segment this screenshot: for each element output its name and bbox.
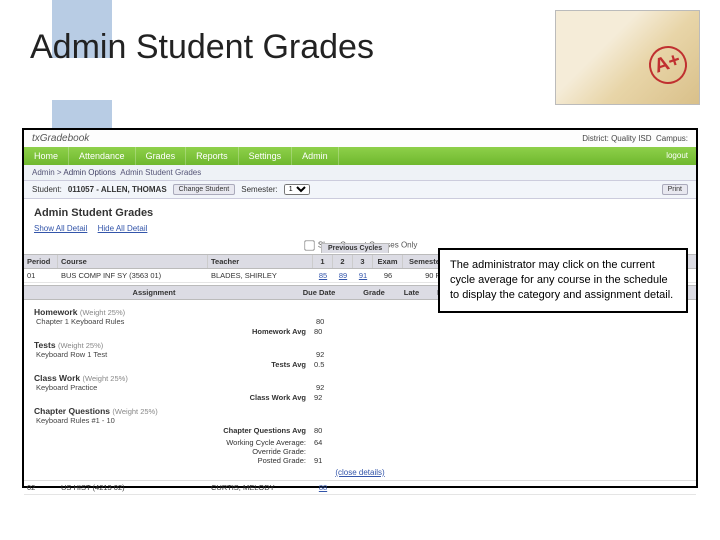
cycle-2-link[interactable]: 89 [333, 269, 353, 282]
cycle-3-link[interactable]: 91 [353, 269, 373, 282]
slide-title: Admin Student Grades [30, 28, 374, 67]
crumb-admin-options[interactable]: Admin Options [63, 168, 115, 177]
tab-grades[interactable]: Grades [136, 147, 187, 165]
prev-cycles-label: Previous Cycles [321, 243, 389, 253]
logout-link[interactable]: logout [658, 147, 696, 165]
change-student-button[interactable]: Change Student [173, 184, 236, 195]
student-bar: Student: 011057 - ALLEN, THOMAS Change S… [24, 181, 696, 199]
semester-select[interactable]: 1 [284, 184, 310, 195]
tab-reports[interactable]: Reports [186, 147, 239, 165]
close-details-link[interactable]: (close details) [335, 468, 384, 477]
callout-box: The administrator may click on the curre… [438, 248, 688, 313]
decor-block-under [52, 100, 112, 130]
semester-label: Semester: [241, 185, 277, 194]
district-label: District: Quality ISD Campus: [582, 134, 688, 143]
decor-photo [555, 10, 700, 105]
row2-cycle-1-link[interactable]: 88 [313, 481, 333, 494]
course-row-2: 02 US HIST (4213 02) CURTIS, MELODY 88 [24, 480, 696, 495]
tab-attendance[interactable]: Attendance [69, 147, 136, 165]
hide-all-link[interactable]: Hide All Detail [98, 224, 148, 233]
cat-chapq: Chapter Questions (Weight 25%) [34, 406, 686, 416]
cat-tests: Tests (Weight 25%) [34, 340, 686, 350]
tab-admin[interactable]: Admin [292, 147, 339, 165]
tab-home[interactable]: Home [24, 147, 69, 165]
print-button[interactable]: Print [662, 184, 688, 195]
student-value: 011057 - ALLEN, THOMAS [68, 185, 167, 194]
app-logo: txGradebook [32, 133, 89, 144]
current-only-checkbox[interactable] [304, 240, 314, 250]
main-menu: Home Attendance Grades Reports Settings … [24, 147, 696, 165]
student-label: Student: [32, 185, 62, 194]
page-title: Admin Student Grades [24, 199, 696, 224]
cat-classwork: Class Work (Weight 25%) [34, 373, 686, 383]
cycle-1-link[interactable]: 85 [313, 269, 333, 282]
tab-settings[interactable]: Settings [239, 147, 293, 165]
show-all-link[interactable]: Show All Detail [34, 224, 87, 233]
breadcrumb: Admin > Admin Options Admin Student Grad… [24, 165, 696, 181]
